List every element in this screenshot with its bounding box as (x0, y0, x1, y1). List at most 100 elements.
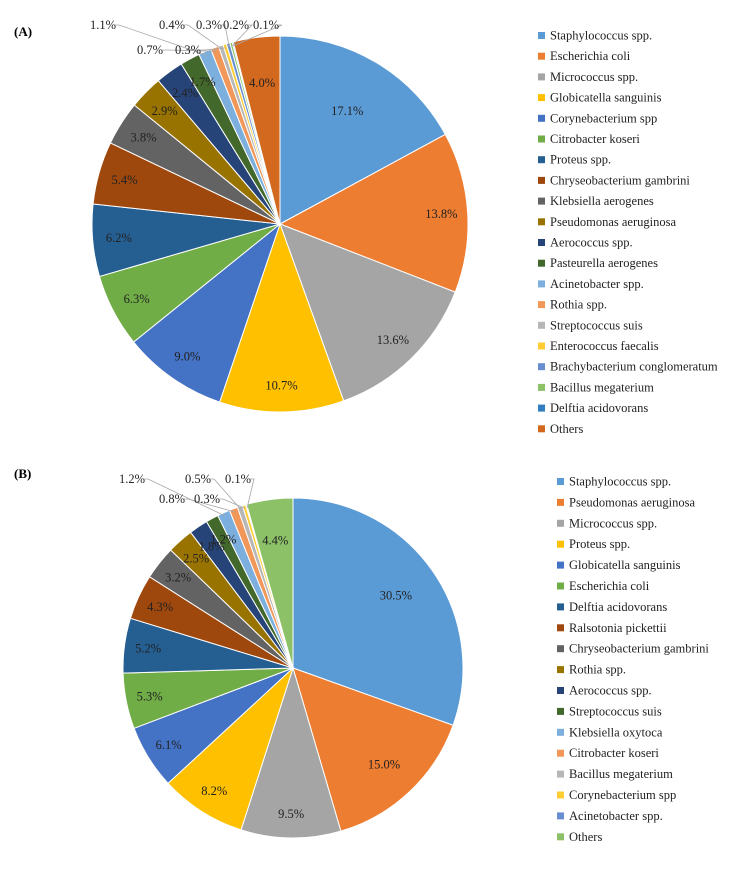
legend-swatch (557, 791, 564, 799)
legend-swatch (557, 603, 564, 611)
pie-slice-a-19 (232, 35, 281, 225)
legend-item-b-4: Globicatella sanguinis (557, 558, 681, 572)
data-label-a-19: 4.0% (249, 76, 275, 90)
legend-swatch (557, 812, 564, 820)
pie-a-slices (91, 35, 469, 413)
legend-item-a-8: Klebsiella aerogenes (538, 194, 654, 208)
data-label-b-14: 0.5% (185, 472, 211, 486)
data-label-a-12: 1.1% (90, 18, 116, 32)
legend-label: Streptococcus suis (569, 704, 662, 718)
legend-swatch (557, 478, 564, 485)
data-label-a-9: 2.9% (152, 104, 178, 118)
legend-label: Chryseobacterium gambrini (569, 642, 709, 656)
legend-label: Delftia acidovorans (550, 401, 648, 415)
legend-swatch (557, 687, 564, 694)
legend-item-b-6: Delftia acidovorans (557, 600, 667, 614)
leader-line-a-13 (162, 49, 217, 52)
legend-swatch (557, 728, 564, 736)
leader-line-a-15 (200, 47, 226, 51)
data-label-a-1: 13.8% (425, 207, 457, 221)
legend-item-a-3: Globicatella sanguinis (538, 91, 662, 105)
legend-item-b-13: Citrobacter koseri (557, 746, 659, 760)
data-label-a-11: 1.7% (190, 75, 216, 89)
legend-swatch (538, 197, 545, 205)
legend-label: Chryseobacterium gambrini (550, 173, 690, 187)
legend-swatch (557, 519, 564, 527)
data-label-b-9: 2.5% (183, 552, 209, 566)
legend-swatch (557, 770, 564, 778)
data-label-b-13: 0.8% (159, 492, 185, 506)
pie-slice-b-1 (292, 667, 454, 832)
legend-label: Micrococcus spp. (569, 516, 657, 530)
legend-swatch (538, 404, 545, 412)
data-label-a-6: 6.2% (106, 231, 132, 245)
legend-label: Micrococcus spp. (550, 70, 638, 84)
data-label-b-0: 30.5% (380, 589, 412, 603)
legend-item-b-1: Pseudomonas aeruginosa (557, 495, 695, 509)
legend-swatch (557, 749, 564, 757)
data-label-b-15: 0.3% (194, 492, 220, 506)
data-label-b-7: 4.3% (147, 600, 173, 614)
data-label-a-3: 10.7% (265, 379, 297, 393)
pie-slice-a-4 (132, 222, 282, 403)
legend-item-b-7: Ralsotonia pickettii (557, 621, 667, 635)
legend-label: Bacillus megaterium (569, 767, 673, 781)
legend-label: Citrobacter koseri (550, 132, 640, 146)
legend-swatch (538, 218, 545, 226)
data-label-a-15: 0.3% (175, 43, 201, 57)
legend-item-b-10: Aerococcus spp. (557, 684, 652, 698)
legend-label: Rothia spp. (569, 663, 626, 677)
data-label-b-11: 1.2% (210, 532, 236, 546)
legend-label: Citrobacter koseri (569, 746, 659, 760)
legend-label: Klebsiella oxytoca (569, 725, 663, 739)
legend-label: Proteus spp. (569, 537, 630, 551)
pie-a-leader-lines (115, 24, 283, 56)
data-label-b-8: 3.2% (165, 571, 191, 585)
data-label-b-4: 6.1% (156, 738, 182, 752)
legend-item-b-9: Rothia spp. (557, 663, 626, 677)
leader-line-b-15 (219, 498, 246, 509)
pie-slice-b-3 (167, 666, 295, 831)
legend-label: Klebsiella aerogenes (550, 194, 654, 208)
pie-b-slices (122, 497, 464, 839)
data-label-b-12: 1.2% (119, 472, 145, 486)
pie-b-legend: Staphylococcus spp. Pseudomonas aeruginos… (557, 475, 709, 844)
legend-swatch (557, 624, 564, 632)
legend-swatch (538, 73, 545, 81)
legend-swatch (538, 280, 545, 288)
legend-swatch (538, 114, 545, 122)
legend-label: Escherichia coli (569, 579, 650, 593)
legend-swatch (538, 156, 545, 164)
pie-slice-b-0 (292, 497, 464, 726)
legend-label: Corynebacterium spp (569, 788, 676, 802)
pie-b-leader-lines (144, 478, 255, 517)
legend-label: Others (550, 422, 583, 436)
leader-line-a-16 (221, 24, 230, 47)
legend-item-b-11: Streptococcus suis (557, 704, 662, 718)
legend-label: Escherichia coli (550, 49, 631, 63)
legend-swatch (538, 32, 545, 39)
leader-line-a-17 (231, 24, 253, 47)
legend-item-a-9: Pseudomonas aeruginosa (538, 215, 676, 229)
legend-item-a-13: Rothia spp. (538, 298, 607, 312)
legend-label: Brachybacterium conglomeratum (550, 360, 718, 374)
leader-line-a-14 (184, 24, 223, 50)
data-label-b-6: 5.2% (135, 642, 161, 656)
data-label-b-3: 8.2% (201, 784, 227, 798)
data-label-a-8: 3.8% (130, 130, 156, 144)
leader-line-b-16 (246, 478, 255, 508)
legend-item-a-17: Bacillus megaterium (538, 380, 654, 394)
data-label-a-7: 5.4% (111, 173, 137, 187)
legend-item-a-2: Micrococcus spp. (538, 70, 638, 84)
legend-item-a-18: Delftia acidovorans (538, 401, 648, 415)
data-label-b-17: 4.4% (262, 534, 288, 548)
legend-swatch (557, 666, 564, 674)
legend-item-b-17: Others (557, 830, 602, 844)
legend-label: Enterococcus faecalis (550, 339, 659, 353)
legend-swatch (538, 135, 545, 143)
legend-swatch (557, 561, 564, 569)
legend-label: Ralsotonia pickettii (569, 621, 667, 635)
data-label-b-5: 5.3% (137, 690, 163, 704)
legend-item-b-15: Corynebacterium spp (557, 788, 676, 802)
legend-label: Rothia spp. (550, 298, 607, 312)
